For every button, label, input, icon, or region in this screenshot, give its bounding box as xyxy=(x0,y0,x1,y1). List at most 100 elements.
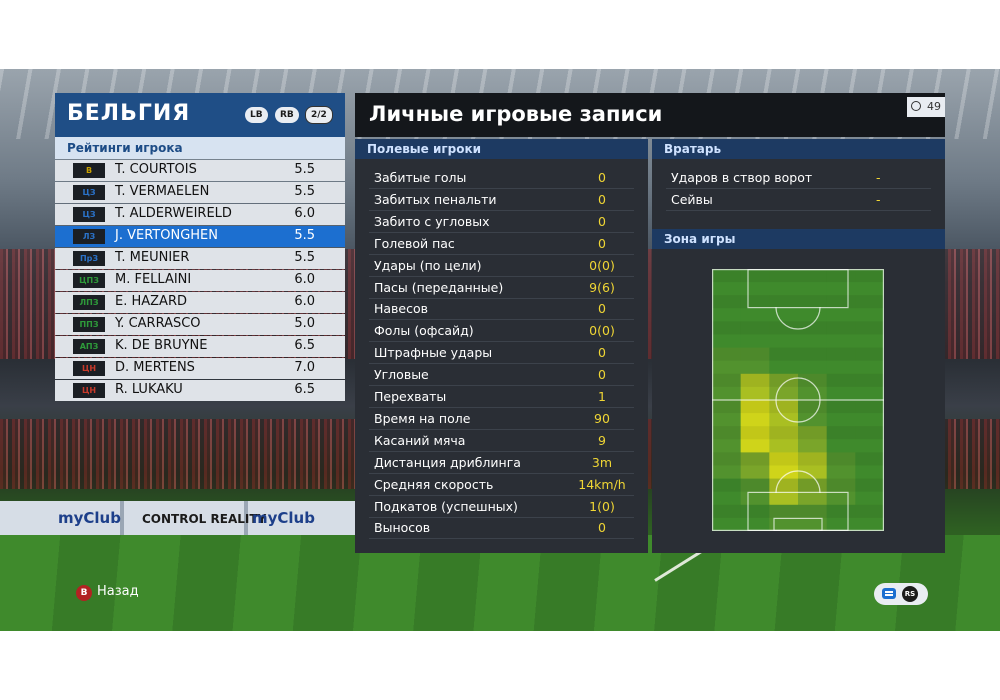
player-row[interactable]: ПрЗ T. MEUNIER 5.5 xyxy=(55,248,345,269)
stat-row: Фолы (офсайд) 0(0) xyxy=(369,320,634,343)
heatmap-cell xyxy=(712,400,742,427)
stat-value: 0 xyxy=(598,520,606,536)
gk-stat-row: Ударов в створ ворот - xyxy=(666,167,931,189)
heatmap-cell xyxy=(798,347,828,375)
ad-board-text: myClub xyxy=(58,509,121,527)
heatmap-cell xyxy=(826,347,856,375)
penalty-arc-top xyxy=(775,306,821,330)
player-name: J. VERTONGHEN xyxy=(115,228,218,243)
chat-control[interactable]: RS xyxy=(874,583,928,605)
pitch-stripe xyxy=(712,426,884,440)
stat-row: Забитые голы 0 xyxy=(369,167,634,189)
heatmap-cell xyxy=(769,347,799,375)
player-row[interactable]: АПЗ K. DE BRUYNE 6.5 xyxy=(55,336,345,357)
heatmap-cell xyxy=(740,295,770,322)
player-name: R. LUKAKU xyxy=(115,382,183,397)
player-row[interactable]: ЦЗ T. ALDERWEIRELD 6.0 xyxy=(55,204,345,225)
team-header: БЕЛЬГИЯ LB RB 2/2 xyxy=(55,93,345,137)
gk-stat-value: - xyxy=(876,170,881,185)
heatmap-cell xyxy=(740,400,770,427)
stat-value: 0 xyxy=(598,235,606,251)
heatmap-cell xyxy=(826,269,856,296)
player-rating: 5.5 xyxy=(294,228,315,243)
heatmap-cell xyxy=(798,295,828,322)
lb-button[interactable]: LB xyxy=(245,107,268,123)
stat-value: 0 xyxy=(598,213,606,229)
heatmap-cell xyxy=(855,347,884,375)
stat-row: Пасы (переданные) 9(6) xyxy=(369,277,634,299)
heatmap-cell xyxy=(769,400,799,427)
heatmap-cell xyxy=(712,478,742,506)
player-name: E. HAZARD xyxy=(115,294,187,309)
heatmap-cell xyxy=(855,269,884,296)
position-badge: В xyxy=(73,163,105,178)
stat-row: Дистанция дриблинга 3m xyxy=(369,452,634,474)
stat-label: Угловые xyxy=(374,367,429,383)
player-name: T. ALDERWEIRELD xyxy=(115,206,232,221)
game-screen: myClub CONTROL REALITY myClub БЕЛЬГИЯ LB… xyxy=(0,69,1000,631)
player-row[interactable]: ППЗ Y. CARRASCO 5.0 xyxy=(55,314,345,335)
stat-row: Касаний мяча 9 xyxy=(369,430,634,452)
player-rating: 5.5 xyxy=(294,250,315,265)
rb-button[interactable]: RB xyxy=(275,107,299,123)
stat-value: 0 xyxy=(598,301,606,317)
gk-stat-label: Ударов в створ ворот xyxy=(671,170,813,185)
b-button-icon: B xyxy=(76,585,92,601)
stat-value: 9 xyxy=(598,432,606,448)
heatmap-cell xyxy=(740,347,770,375)
ad-boards xyxy=(0,501,360,535)
team-name: БЕЛЬГИЯ xyxy=(67,101,191,126)
position-badge: ЦЗ xyxy=(73,207,105,222)
position-badge: ППЗ xyxy=(73,317,105,332)
page-indicator: 2/2 xyxy=(305,106,333,124)
player-rating: 6.0 xyxy=(294,294,315,309)
player-row[interactable]: ЦЗ T. VERMAELEN 5.5 xyxy=(55,182,345,203)
player-row[interactable]: В T. COURTOIS 5.5 xyxy=(55,160,345,181)
stat-value: 1(0) xyxy=(589,498,615,514)
heatmap-cell xyxy=(740,426,770,453)
heatmap-cell xyxy=(826,452,856,480)
heatmap-cell xyxy=(855,452,884,480)
position-badge: ЦН xyxy=(73,361,105,376)
player-row[interactable]: ЛЗ J. VERTONGHEN 5.5 xyxy=(55,226,345,247)
player-rating: 6.5 xyxy=(294,382,315,397)
heatmap-cell xyxy=(712,504,742,531)
stat-row: Перехваты 1 xyxy=(369,386,634,408)
goalkeeper-header: Вратарь xyxy=(652,139,945,159)
pitch-stripe xyxy=(712,269,884,283)
heatmap-cell xyxy=(712,426,742,453)
player-name: K. DE BRUYNE xyxy=(115,338,208,353)
stat-value: 0 xyxy=(598,170,606,185)
stat-label: Выносов xyxy=(374,520,431,536)
player-row[interactable]: ЦПЗ M. FELLAINI 6.0 xyxy=(55,270,345,291)
stat-label: Пасы (переданные) xyxy=(374,279,504,295)
player-rating: 6.5 xyxy=(294,338,315,353)
heatmap-cell xyxy=(769,295,799,322)
heatmap-cell xyxy=(740,504,770,531)
stat-value: 1 xyxy=(598,389,606,404)
player-row[interactable]: ЦН D. MERTENS 7.0 xyxy=(55,358,345,379)
heatmap-cell xyxy=(712,347,742,375)
player-name: T. COURTOIS xyxy=(115,162,197,177)
gk-stat-label: Сейвы xyxy=(671,192,713,207)
player-row[interactable]: ЛПЗ E. HAZARD 6.0 xyxy=(55,292,345,313)
heatmap-cell xyxy=(740,269,770,296)
player-rating: 5.5 xyxy=(294,162,315,177)
stat-row: Время на поле 90 xyxy=(369,408,634,430)
player-row[interactable]: ЦН R. LUKAKU 6.5 xyxy=(55,380,345,401)
stat-value: 0 xyxy=(598,191,606,207)
stat-label: Дистанция дриблинга xyxy=(374,454,521,470)
player-name: T. VERMAELEN xyxy=(115,184,210,199)
heatmap-cell xyxy=(712,295,742,322)
heatmap-cell xyxy=(769,269,799,296)
rs-button-icon: RS xyxy=(902,586,918,602)
stat-label: Удары (по цели) xyxy=(374,257,482,273)
heatmap-cell xyxy=(826,321,856,349)
pitch-stripe xyxy=(712,373,884,387)
stat-row: Подкатов (успешных) 1(0) xyxy=(369,496,634,518)
stat-label: Средняя скорость xyxy=(374,476,494,492)
stat-row: Средняя скорость 14km/h xyxy=(369,474,634,496)
player-rating: 6.0 xyxy=(294,272,315,287)
player-rating: 5.5 xyxy=(294,184,315,199)
stat-row: Забито с угловых 0 xyxy=(369,211,634,233)
